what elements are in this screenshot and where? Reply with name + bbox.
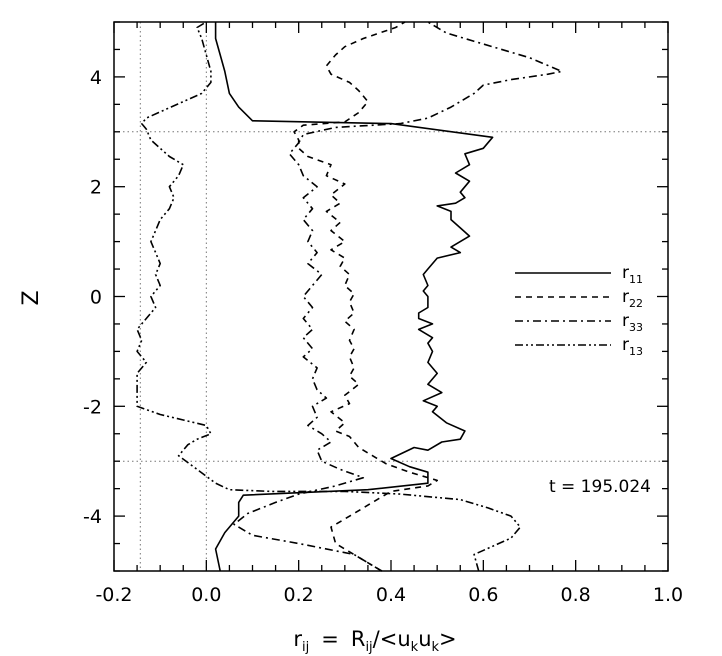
legend-label-r22: r22 [622,287,643,310]
series-line-r13 [136,21,522,572]
x-axis-label: rij = Rij/<ukuk> [293,627,456,655]
y-axis-label: Z [19,290,44,305]
y-tick-label: 0 [90,287,102,309]
x-tick-label: 0.6 [468,584,498,606]
time-annotation: t = 195.024 [549,477,651,497]
x-tick-label: 0.0 [191,584,221,606]
x-tick-label: -0.2 [95,584,132,606]
series-line-r33 [233,21,563,572]
legend-label-r11: r11 [622,263,643,286]
x-tick-label: 1.0 [653,584,683,606]
y-tick-label: -4 [83,506,102,528]
y-tick-label: 2 [90,177,102,199]
y-tick-label: -2 [83,396,102,418]
series-line-r22 [293,21,438,572]
series-line-r11 [214,22,494,572]
x-tick-label: 0.8 [561,584,591,606]
legend-label-r13: r13 [622,335,643,358]
x-tick-label: 0.2 [284,584,314,606]
legend-label-r33: r33 [622,311,643,334]
x-tick-label: 0.4 [376,584,406,606]
reference-lines [114,22,668,571]
series-layer [136,21,563,572]
tick-labels: -0.2 0.0 0.2 0.4 0.6 0.8 1.0 -4 -2 0 2 4 [83,67,683,606]
axis-ticks [113,21,669,572]
y-tick-label: 4 [90,67,102,89]
